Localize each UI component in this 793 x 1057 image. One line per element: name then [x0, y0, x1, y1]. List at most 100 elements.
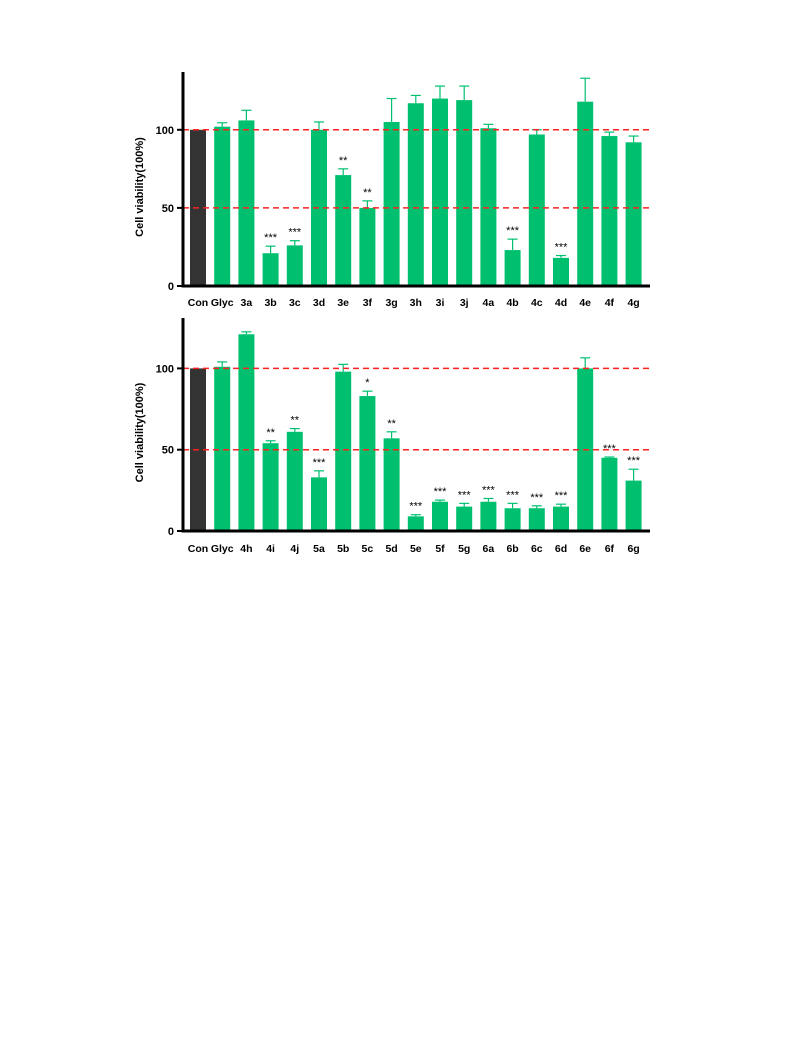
y-tick-label-100: 100: [156, 363, 174, 375]
bar-3g: [383, 121, 400, 286]
bar-5c: [359, 396, 376, 531]
category-label-4g: 4g: [627, 297, 639, 309]
bar-4b: [504, 250, 521, 286]
bar-4h: [238, 334, 255, 531]
y-tick-label-100: 100: [156, 125, 174, 137]
category-label-6d: 6d: [555, 543, 567, 555]
bar-4a: [480, 128, 497, 286]
category-label-Glyc: Glyc: [211, 543, 234, 555]
bar-4f: [601, 136, 618, 286]
bar-3f: [359, 207, 376, 286]
category-label-6a: 6a: [483, 543, 495, 555]
y-tick-label-0: 0: [168, 526, 174, 538]
category-label-6e: 6e: [579, 543, 591, 555]
chart-top: Con Glyc 3a *** 3b *** 3c 3d ** 3e ** 3f 3g 3h 3i 3j 4a *…: [134, 72, 650, 309]
category-label-5g: 5g: [458, 543, 470, 555]
bar-Glyc: [214, 126, 231, 286]
category-label-Con: Con: [188, 543, 208, 555]
bar-5b: [335, 371, 352, 531]
significance-label-6g: ***: [627, 455, 641, 467]
significance-label-3c: ***: [288, 227, 302, 239]
category-label-3h: 3h: [410, 297, 422, 309]
category-label-3a: 3a: [241, 297, 253, 309]
bar-4i: [262, 443, 279, 531]
category-label-5e: 5e: [410, 543, 422, 555]
category-label-6g: 6g: [627, 543, 639, 555]
category-label-3b: 3b: [264, 297, 276, 309]
significance-label-3b: ***: [264, 232, 278, 244]
bar-6c: [528, 508, 545, 531]
bar-4c: [528, 134, 545, 286]
chart-bottom: Con Glyc 4h ** 4i ** 4j *** 5a 5b * 5c ** 5d *** 5e *** 5…: [134, 318, 650, 555]
y-axis-title: Cell viability(100%): [134, 382, 146, 482]
category-label-5c: 5c: [362, 543, 374, 555]
bar-5e: [407, 516, 424, 531]
significance-label-3f: **: [363, 187, 372, 199]
category-label-5b: 5b: [337, 543, 349, 555]
significance-label-5f: ***: [434, 486, 448, 498]
category-label-4j: 4j: [290, 543, 299, 555]
significance-label-6a: ***: [482, 484, 496, 496]
category-label-5d: 5d: [385, 543, 397, 555]
significance-label-4b: ***: [506, 225, 520, 237]
category-label-4i: 4i: [266, 543, 275, 555]
y-tick-label-50: 50: [162, 445, 174, 457]
significance-label-4i: **: [266, 427, 275, 439]
category-label-3e: 3e: [337, 297, 349, 309]
category-label-Glyc: Glyc: [211, 297, 234, 309]
category-label-Con: Con: [188, 297, 208, 309]
category-label-6f: 6f: [605, 543, 615, 555]
bar-3b: [262, 253, 279, 286]
bar-6f: [601, 457, 618, 531]
category-label-5f: 5f: [435, 543, 445, 555]
bar-5f: [432, 501, 448, 531]
category-label-3c: 3c: [289, 297, 301, 309]
bar-5a: [311, 477, 327, 531]
category-label-4a: 4a: [483, 297, 495, 309]
y-axis-title: Cell viability(100%): [134, 137, 146, 237]
category-label-4c: 4c: [531, 297, 543, 309]
significance-label-6d: ***: [555, 490, 569, 502]
category-label-4f: 4f: [605, 297, 615, 309]
bar-6d: [553, 506, 569, 531]
bar-3h: [407, 103, 424, 286]
significance-label-4j: **: [291, 415, 300, 427]
category-label-3f: 3f: [363, 297, 373, 309]
y-tick-label-50: 50: [162, 203, 174, 215]
category-label-4e: 4e: [579, 297, 591, 309]
significance-label-3e: **: [339, 155, 348, 167]
bar-4d: [553, 257, 569, 286]
bar-5d: [383, 438, 400, 531]
category-label-3d: 3d: [313, 297, 325, 309]
category-label-3j: 3j: [460, 297, 469, 309]
significance-label-5e: ***: [409, 501, 423, 513]
category-label-4h: 4h: [240, 543, 252, 555]
bar-3e: [335, 175, 352, 286]
bar-3a: [238, 120, 255, 286]
bar-3j: [456, 100, 473, 286]
category-label-4d: 4d: [555, 297, 567, 309]
significance-label-6f: ***: [603, 443, 617, 455]
significance-label-5a: ***: [313, 457, 327, 469]
significance-label-6b: ***: [506, 489, 520, 501]
category-label-3i: 3i: [436, 297, 445, 309]
significance-label-6c: ***: [530, 492, 544, 504]
bar-4j: [286, 431, 303, 531]
bar-Glyc: [214, 366, 231, 531]
bar-3c: [286, 245, 303, 286]
bar-5g: [456, 506, 473, 531]
bar-4e: [577, 101, 594, 286]
category-label-6c: 6c: [531, 543, 543, 555]
bar-4g: [625, 142, 642, 286]
category-label-5a: 5a: [313, 543, 325, 555]
bar-6g: [625, 480, 642, 531]
significance-label-5g: ***: [458, 489, 472, 501]
bar-6b: [504, 508, 521, 531]
significance-label-5c: *: [365, 377, 370, 389]
category-label-6b: 6b: [506, 543, 518, 555]
category-label-3g: 3g: [385, 297, 397, 309]
category-label-4b: 4b: [506, 297, 518, 309]
significance-label-4d: ***: [555, 242, 569, 254]
y-tick-label-0: 0: [168, 281, 174, 293]
